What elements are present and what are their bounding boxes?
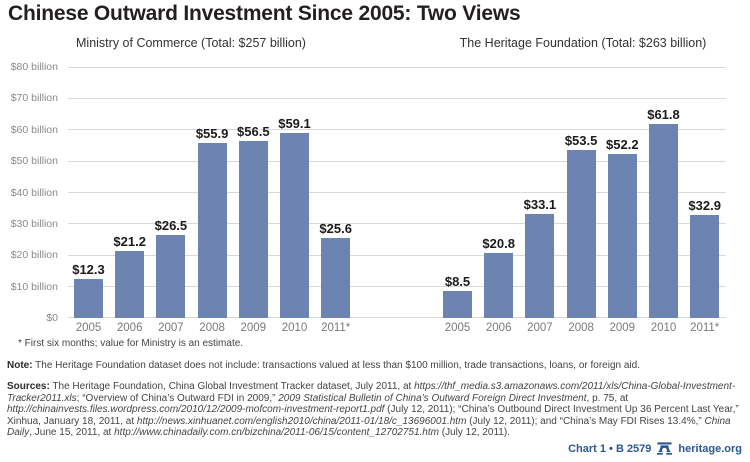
y-axis-tick-label: $40 billion [10, 186, 58, 199]
bar-mofcom-2011 [321, 237, 351, 318]
plot-area: $12.3 2005 $21.2 2006 $26.5 2007 $55.9 2008 $56.… [68, 66, 726, 334]
bar-value-label: $61.8 [647, 107, 680, 123]
note-footnote: Note: The Heritage Foundation dataset do… [7, 360, 640, 372]
y-axis-tick-label: $50 billion [10, 155, 58, 168]
sources-footnote: Sources: The Heritage Foundation, China … [7, 381, 747, 439]
source-citation-text: , p. 75, at [586, 392, 629, 404]
site-url-label: heritage.org [678, 442, 742, 455]
source-citation-italic: http://www.chinadaily.com.cn/bizchina/20… [114, 427, 439, 438]
bar-heritage-2009 [607, 154, 637, 318]
y-axis-tick-label: $0 [46, 312, 58, 324]
bar-heritage-2011 [690, 214, 720, 318]
source-citation-italic: https://thf_media.s3.amazonaws.com/2011/… [7, 381, 736, 404]
x-axis-year-label: 2005 [444, 322, 471, 334]
bar-heritage-2007 [525, 214, 555, 318]
gridline [68, 317, 726, 318]
source-citation-text: (July 12, 2011); and “China’s May FDI Ri… [466, 415, 705, 427]
bar-mofcom-2008 [197, 142, 227, 318]
x-axis-year-label: 2009 [609, 322, 636, 334]
x-axis-year-label: 2011* [690, 322, 720, 334]
bar-value-label: $21.2 [113, 234, 146, 250]
x-axis-year-label: 2007 [527, 322, 553, 334]
bar-value-label: $12.3 [72, 262, 105, 278]
bar-value-label: $8.5 [444, 274, 471, 290]
bar-value-label: $25.6 [319, 220, 352, 236]
bar-heritage-2008 [566, 150, 596, 318]
note-label: Note: [7, 360, 33, 371]
gridline [68, 160, 726, 162]
x-axis-year-label: 2008 [199, 322, 225, 334]
bar-value-label: $20.8 [482, 235, 515, 251]
note-text: The Heritage Foundation dataset does not… [32, 360, 640, 371]
x-axis-year-label: 2008 [568, 322, 594, 334]
bar-heritage-2005 [443, 291, 472, 318]
x-axis-year-label: 2006 [116, 322, 143, 334]
source-citation-italic: China Daily [7, 415, 731, 439]
page-title: Chinese Outward Investment Since 2005: T… [8, 2, 521, 25]
bar-mofcom-2005 [74, 279, 103, 318]
y-axis-tick-label: $60 billion [10, 123, 58, 136]
gridline [68, 66, 726, 68]
x-axis-year-label: 2005 [75, 322, 102, 334]
gridline [68, 97, 726, 99]
x-axis-year-label: 2009 [240, 322, 267, 334]
liberty-bell-icon [657, 442, 673, 455]
source-citation-text: ; “Overview of China’s Outward FDI in 20… [76, 392, 279, 404]
x-axis-year-label: 2010 [650, 322, 677, 334]
x-axis-year-label: 2006 [485, 322, 512, 334]
asterisk-footnote: * First six months; value for Ministry i… [18, 338, 244, 349]
left-chart-subtitle: Ministry of Commerce (Total: $257 billio… [76, 36, 306, 50]
source-citation-text: , June 15, 2011, at [29, 427, 115, 438]
source-citation-text: The Heritage Foundation, China Global In… [49, 381, 415, 392]
y-axis-tick-label: $80 billion [10, 61, 58, 73]
gridline [68, 254, 726, 256]
bar-heritage-2006 [484, 252, 514, 318]
x-axis-year-label: 2010 [281, 322, 308, 334]
bar-heritage-2010 [649, 124, 678, 318]
gridline [68, 129, 726, 131]
y-axis-tick-label: $70 billion [10, 92, 58, 105]
x-axis-year-label: 2007 [158, 322, 184, 334]
bar-value-label: $53.5 [564, 133, 598, 149]
source-citation-text: (July 12, 2011); “China’s Outbound Direc… [7, 404, 739, 427]
right-chart-subtitle: The Heritage Foundation (Total: $263 bil… [459, 36, 707, 50]
gridline [68, 286, 726, 288]
bar-value-label: $55.9 [195, 125, 229, 141]
bar-mofcom-2007 [156, 234, 186, 318]
bar-mofcom-2010 [280, 132, 309, 318]
bar-value-label: $32.9 [688, 197, 721, 213]
bar-value-label: $59.1 [278, 115, 311, 131]
y-axis-tick-label: $20 billion [10, 249, 58, 262]
bar-value-label: $52.2 [606, 137, 639, 153]
bar-value-label: $56.5 [237, 123, 270, 139]
bar-value-label: $26.5 [154, 217, 188, 233]
sources-label: Sources: [7, 381, 50, 392]
gridline [68, 192, 726, 193]
y-axis-tick-label: $30 billion [10, 217, 58, 230]
chart-number-label: Chart 1 • B 2579 [568, 442, 652, 455]
source-citation-text: (July 12, 2011). [438, 427, 510, 438]
bar-mofcom-2006 [115, 251, 145, 318]
source-citation-italic: http://news.xinhuanet.com/english2010/ch… [136, 415, 467, 427]
source-citation-italic: http://chinainvests.files.wordpress.com/… [7, 404, 385, 415]
bar-mofcom-2009 [238, 140, 268, 318]
source-citation-italic: 2009 Statistical Bulletin of China’s Out… [278, 392, 587, 404]
y-axis-tick-label: $10 billion [10, 280, 58, 293]
sources-text: The Heritage Foundation, China Global In… [7, 381, 739, 438]
bar-value-label: $33.1 [523, 197, 557, 213]
gridline [68, 223, 726, 225]
x-axis-year-label: 2011* [321, 322, 351, 334]
footer-branding: Chart 1 • B 2579 heritage.org [568, 442, 742, 455]
